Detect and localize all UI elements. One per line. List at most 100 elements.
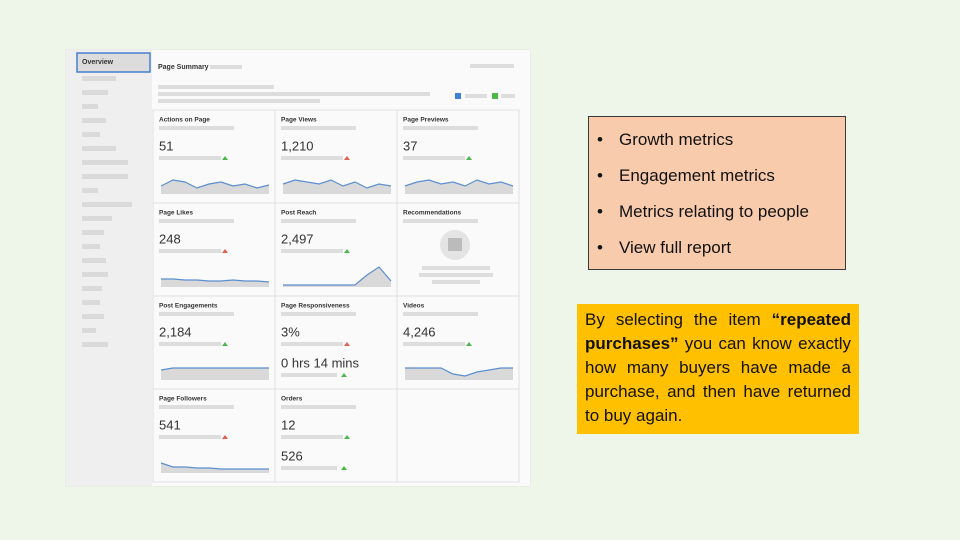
sidebar-item: [82, 216, 112, 221]
trend-arrow: [222, 435, 228, 439]
tile-value: 2,184: [159, 324, 192, 339]
sparkline-area: [283, 180, 391, 194]
tile-title: Post Reach: [281, 210, 316, 217]
bullet-box: • Growth metrics • Engagement metrics • Metri…: [588, 116, 846, 270]
tile-title: Page Followers: [159, 396, 207, 403]
trend-arrow: [344, 435, 350, 439]
tile-value: 3%: [281, 324, 300, 339]
placeholder: [281, 156, 343, 160]
sidebar-item: [82, 160, 128, 165]
bullet-item: • Engagement metrics: [597, 166, 775, 186]
trend-arrow: [344, 249, 350, 253]
sparkline: [405, 367, 513, 377]
trend-arrow: [466, 342, 472, 346]
sparkline-area: [283, 267, 391, 287]
sparkline: [404, 179, 514, 187]
placeholder: [281, 405, 356, 409]
page-title: Page Summary: [158, 64, 209, 71]
sidebar-item: [82, 286, 102, 291]
sparkline: [282, 179, 392, 189]
sidebar-item: [82, 342, 108, 347]
note-emphasis: “repeated purchases”: [585, 310, 851, 353]
tile-value: 4,246: [403, 324, 436, 339]
placeholder: [403, 126, 478, 130]
placeholder: [159, 156, 221, 160]
placeholder: [281, 435, 343, 439]
trend-arrow: [466, 156, 472, 160]
bullet-dot: •: [597, 166, 603, 185]
placeholder: [159, 219, 234, 223]
bullet-dot: •: [597, 238, 603, 257]
tile-value: 51: [159, 138, 173, 153]
tiles: Actions on Page 51 Page Views 1,210 Page Pre…: [152, 109, 520, 483]
tile-title: Orders: [281, 396, 303, 403]
placeholder: [403, 219, 478, 223]
bullet-item: • Growth metrics: [597, 130, 733, 150]
placeholder: [419, 273, 493, 277]
placeholder: [159, 405, 234, 409]
sidebar-item: [82, 328, 96, 333]
sidebar-item: [82, 146, 116, 151]
bullet-dot: •: [597, 202, 603, 221]
placeholder: [470, 64, 514, 68]
placeholder: [281, 373, 337, 377]
sidebar-item: [82, 188, 98, 193]
placeholder: [159, 312, 234, 316]
placeholder: [281, 466, 337, 470]
placeholder: [281, 126, 356, 130]
bullet-item: • View full report: [597, 238, 731, 258]
tile-value: 541: [159, 417, 181, 432]
sparkline: [160, 462, 269, 470]
calendar-icon: [448, 238, 462, 251]
note-text: By selecting the item: [585, 310, 772, 329]
tile-title: Recommendations: [403, 210, 462, 217]
sparkline: [160, 179, 270, 189]
placeholder: [158, 92, 430, 96]
trend-arrow: [222, 249, 228, 253]
tile-title: Page Previews: [403, 117, 449, 124]
placeholder: [281, 312, 356, 316]
sidebar-item: [82, 90, 108, 95]
trend-arrow: [341, 373, 347, 377]
legend-swatch: [492, 93, 498, 99]
sidebar-items: [82, 76, 132, 347]
sidebar-label: Overview: [82, 59, 114, 66]
tile: [396, 388, 520, 483]
placeholder: [422, 266, 490, 270]
placeholder: [159, 435, 221, 439]
placeholder: [403, 312, 478, 316]
sidebar-item: [82, 300, 100, 305]
bullet-text: Metrics relating to people: [619, 202, 809, 221]
trend-arrow: [344, 156, 350, 160]
tile-title: Page Likes: [159, 210, 193, 217]
sidebar-item: [82, 244, 100, 249]
sparkline-area: [161, 368, 269, 380]
trend-arrow: [222, 156, 228, 160]
tile-value: 2,497: [281, 231, 314, 246]
sidebar-active-item[interactable]: [76, 52, 151, 73]
sparkline: [283, 266, 392, 286]
sidebar-item: [82, 230, 104, 235]
tile-value: 12: [281, 417, 295, 432]
bullet-text: View full report: [619, 238, 732, 257]
sparkline: [160, 367, 269, 371]
bullet-text: Engagement metrics: [619, 166, 775, 185]
sidebar-item: [82, 132, 100, 137]
tile-value: 37: [403, 138, 417, 153]
sidebar-item: [82, 76, 116, 81]
sidebar-item: [82, 104, 98, 109]
placeholder: [210, 65, 242, 69]
tile-title: Videos: [403, 303, 425, 310]
sidebar: [66, 50, 152, 486]
placeholder: [403, 342, 465, 346]
trend-arrow: [222, 342, 228, 346]
placeholder: [158, 85, 274, 89]
bullet-item: • Metrics relating to people: [597, 202, 809, 222]
placeholder: [281, 219, 356, 223]
placeholder: [432, 280, 480, 284]
bullet-dot: •: [597, 130, 603, 149]
sidebar-item: [82, 314, 104, 319]
sidebar-item: [82, 174, 128, 179]
